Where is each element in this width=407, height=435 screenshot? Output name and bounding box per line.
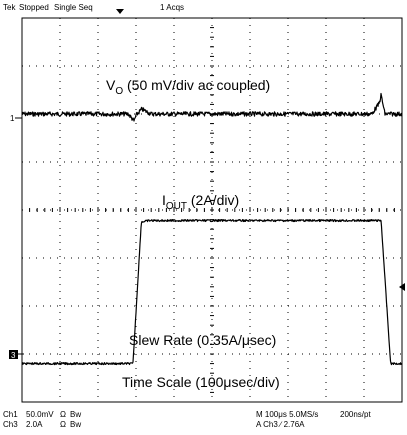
series-line-iout [21,219,403,366]
ch1-coupling: Ω [60,410,66,419]
iout-annotation: IOUT (2A/div) [162,192,239,212]
trigger-position-marker [116,9,124,14]
ch3-marker: 3 [11,351,16,360]
ch1-scale: 50.0mV [26,410,54,419]
acquisition-count: 1 Acqs [160,3,185,12]
slew-rate-annotation: Slew Rate (0.35A/μsec) [129,332,276,348]
status-bar: Tek Stopped Single Seq 1 Acqs [0,0,407,16]
timebase-readout: M 100μs 5.0MS/s [256,410,319,419]
waveform-traces [21,92,403,366]
ch3-marker-box [9,350,18,359]
resolution-readout: 200ns/pt [340,410,371,419]
ch1-label: Ch1 [3,410,18,419]
trigger-level-marker [399,283,405,291]
ch3-label: Ch3 [3,420,18,429]
brand-label: Tek [3,3,16,12]
ch1-bandwidth: Bw [70,410,82,419]
ch3-scale: 2.0A [26,420,43,429]
vo-annotation: VO (50 mV/div ac coupled) [106,77,270,97]
graticule [21,17,403,403]
ch3-bandwidth: Bw [70,420,82,429]
ch3-coupling: Ω [60,420,66,429]
acquisition-mode: Single Seq [54,3,93,12]
trigger-readout: A Ch3 ∕ 2.76A [256,420,305,429]
run-status: Stopped [19,3,49,12]
time-scale-annotation: Time Scale (100μsec/div) [122,374,280,390]
ch1-marker: 1 [10,114,15,123]
series-line-vo [21,92,403,122]
